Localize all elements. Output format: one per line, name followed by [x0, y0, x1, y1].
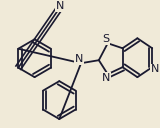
- Text: S: S: [102, 34, 109, 44]
- Text: N: N: [151, 64, 159, 74]
- Text: N: N: [56, 1, 64, 11]
- Text: N: N: [102, 73, 110, 83]
- Text: N: N: [75, 54, 83, 64]
